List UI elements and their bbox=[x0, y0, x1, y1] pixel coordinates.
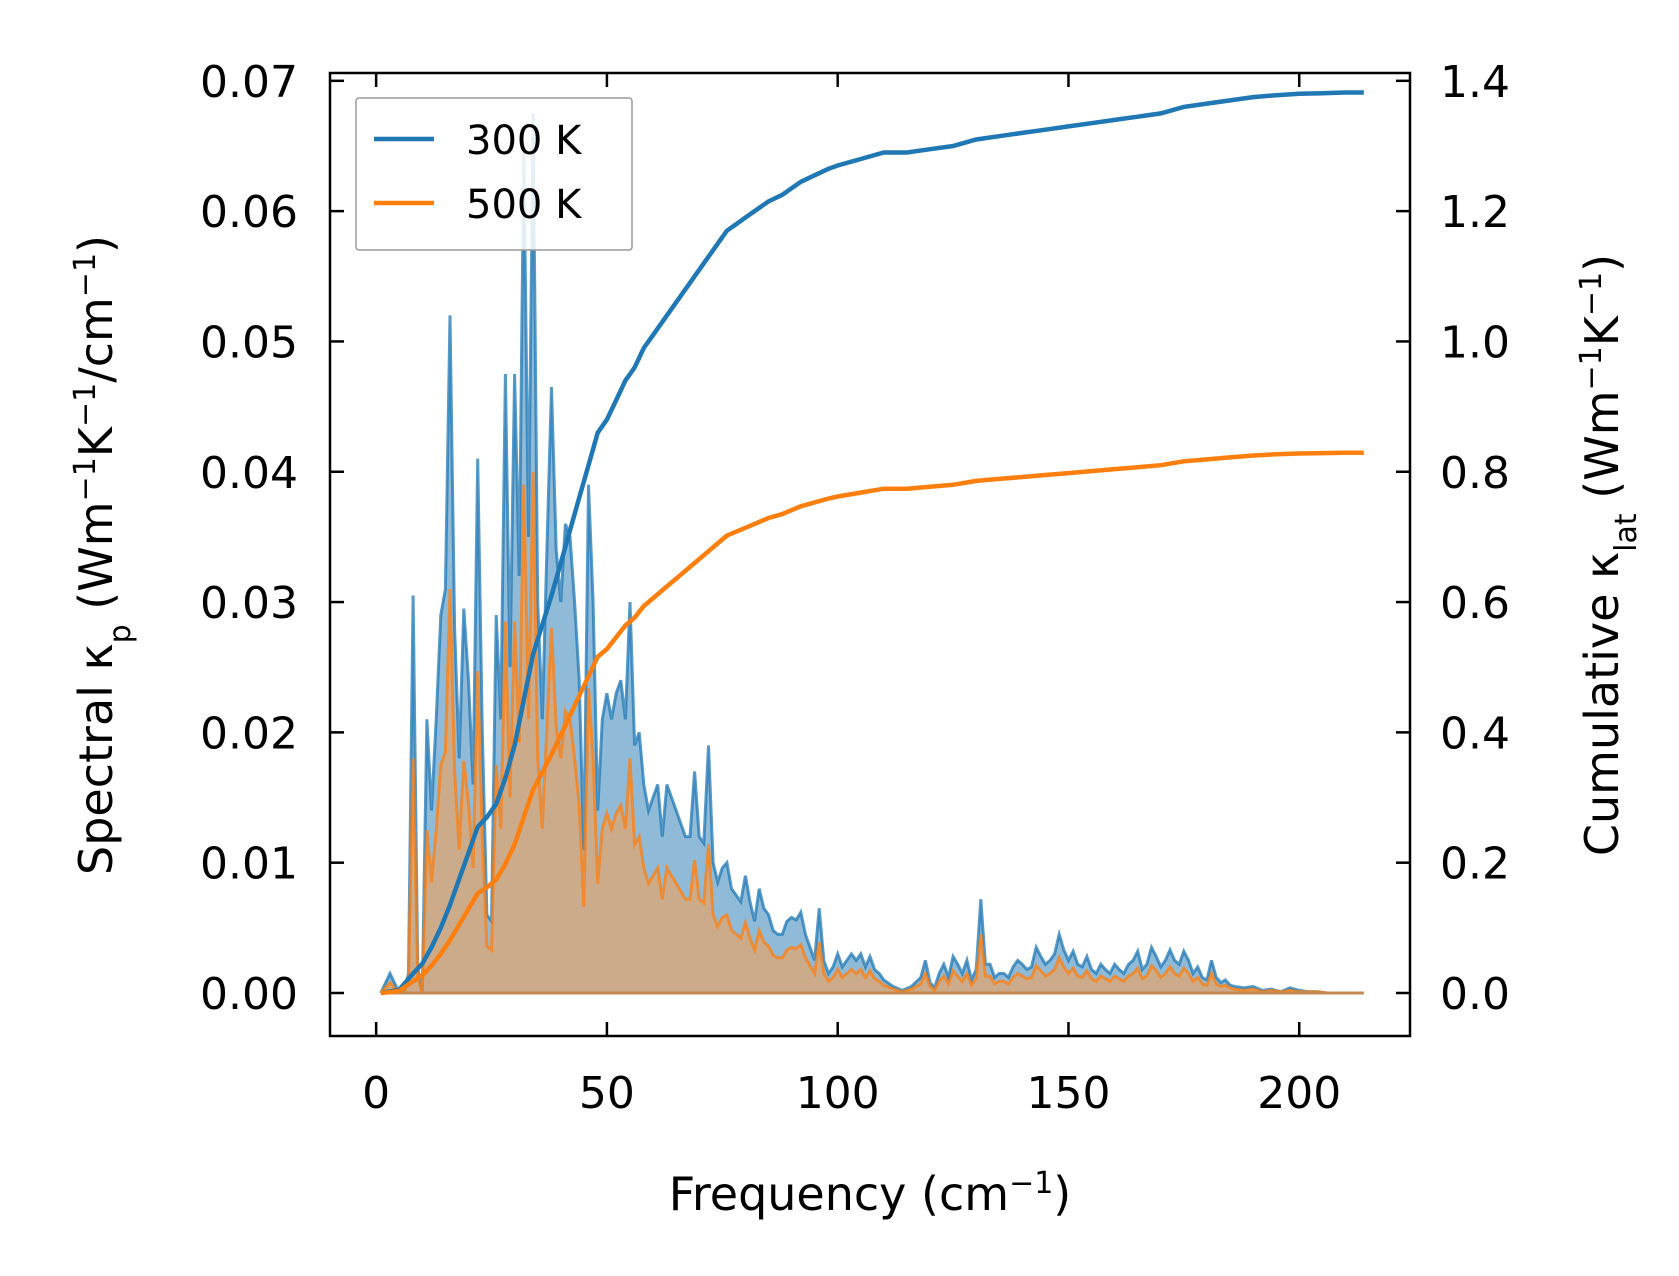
axis-ticks: 0 50 100 150 200 0.00 0.01 0.02 0.03 0.04 0.05 0.06… bbox=[200, 57, 1510, 1119]
y-left-tick-label-1: 0.01 bbox=[200, 839, 298, 890]
legend-label-500k: 500 K bbox=[466, 182, 583, 228]
legend: 300 K 500 K bbox=[355, 97, 633, 251]
cumulative-line-300k bbox=[380, 90, 1364, 996]
y-left-tick-label-0: 0.00 bbox=[200, 969, 298, 1020]
y-left-tick-label-3: 0.03 bbox=[200, 578, 298, 629]
x-tick-label-100: 100 bbox=[796, 1068, 880, 1119]
ylabel-right-part-5: −1 bbox=[1574, 272, 1609, 316]
plot-area bbox=[379, 90, 1364, 996]
y-left-tick-label-6: 0.06 bbox=[200, 187, 298, 238]
ylabel-right-part-2: (Wm bbox=[1575, 390, 1629, 513]
x-tick-label-50: 50 bbox=[579, 1068, 635, 1119]
x-tick-label-150: 150 bbox=[1026, 1068, 1110, 1119]
x-tick-label-0: 0 bbox=[362, 1068, 390, 1119]
ylabel-right-part-6: ) bbox=[1575, 254, 1629, 272]
y-right-tick-label-6: 1.2 bbox=[1440, 187, 1510, 238]
legend-label-300k: 300 K bbox=[466, 118, 583, 164]
axes-frame bbox=[328, 71, 1412, 1038]
spectral-area-500k bbox=[380, 471, 1346, 993]
y-right-tick-label-1: 0.2 bbox=[1440, 839, 1510, 890]
ylabel-left-part-0: Spectral κ bbox=[69, 643, 123, 875]
ylabel-right-part-4: K bbox=[1575, 314, 1629, 346]
ylabel-left-part-1: p bbox=[103, 624, 138, 643]
ylabel-left-part-4: K bbox=[69, 425, 123, 457]
y-right-tick-label-2: 0.4 bbox=[1440, 708, 1510, 759]
y-left-tick-label-2: 0.02 bbox=[200, 708, 298, 759]
ylabel-right-part-0: Cumulative κ bbox=[1575, 552, 1629, 856]
ylabel-right-part-3: −1 bbox=[1574, 346, 1609, 390]
ylabel-left-part-2: (Wm bbox=[69, 501, 123, 624]
y-axis-label-left: Spectral κp (Wm−1K−1/cm−1) bbox=[68, 235, 138, 875]
x-tick-label-200: 200 bbox=[1257, 1068, 1341, 1119]
ylabel-left-part-6: /cm bbox=[69, 297, 123, 383]
y-left-tick-label-4: 0.04 bbox=[200, 448, 298, 499]
y-left-tick-label-5: 0.05 bbox=[200, 317, 298, 368]
ylabel-right-part-1: lat bbox=[1609, 513, 1644, 552]
ylabel-left-part-3: −1 bbox=[68, 457, 103, 501]
y-right-tick-label-4: 0.8 bbox=[1440, 448, 1510, 499]
spectral-line-500k bbox=[379, 471, 1346, 995]
y-right-tick-label-5: 1.0 bbox=[1440, 317, 1510, 368]
legend-frame bbox=[355, 97, 633, 251]
ylabel-left-part-8: ) bbox=[69, 235, 123, 253]
spectral-line-300k bbox=[379, 113, 1346, 995]
y-axis-label-right: Cumulative κlat (Wm−1K−1) bbox=[1574, 254, 1644, 856]
ylabel-left-part-7: −1 bbox=[68, 253, 103, 297]
ylabel-left-part-5: −1 bbox=[68, 383, 103, 427]
y-right-tick-label-3: 0.6 bbox=[1440, 578, 1510, 629]
x-axis-label: Frequency (cm−1) bbox=[669, 1166, 1072, 1222]
y-right-tick-label-0: 0.0 bbox=[1440, 969, 1510, 1020]
y-right-tick-label-7: 1.4 bbox=[1440, 57, 1510, 108]
cumulative-line-500k bbox=[380, 450, 1364, 996]
spectral-area-300k bbox=[380, 113, 1346, 993]
y-left-tick-label-7: 0.07 bbox=[200, 57, 298, 108]
